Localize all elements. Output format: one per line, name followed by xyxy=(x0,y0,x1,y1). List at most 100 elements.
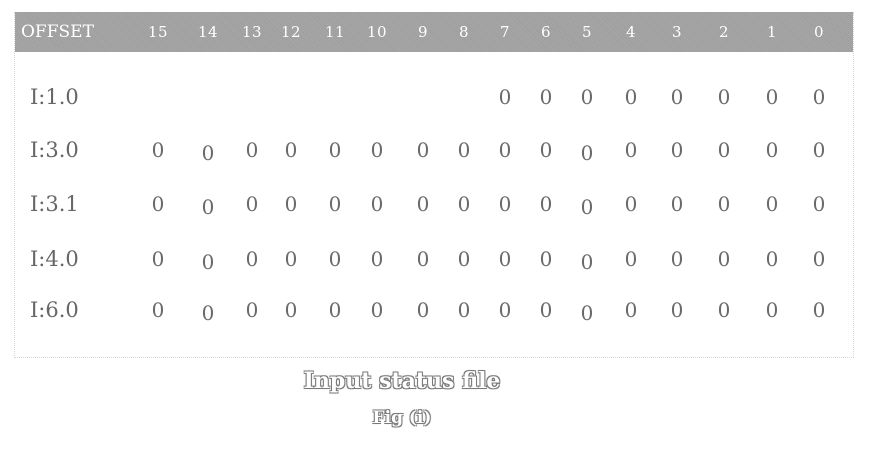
bit-cell: 0 xyxy=(624,247,638,271)
bit-cell: 0 xyxy=(539,138,553,162)
header-bit-13: 13 xyxy=(241,23,263,41)
bit-cell: 0 xyxy=(201,195,215,219)
bit-cell: 0 xyxy=(370,138,384,162)
bit-cell: 0 xyxy=(284,247,298,271)
bit-cell: 0 xyxy=(539,298,553,322)
bit-cell: 0 xyxy=(370,192,384,216)
bit-cell: 0 xyxy=(370,298,384,322)
bit-cell: 0 xyxy=(284,298,298,322)
row-address-label: I:4.0 xyxy=(30,247,79,271)
header-bit-6: 6 xyxy=(540,23,552,41)
bit-cell: 0 xyxy=(812,298,826,322)
status-table: OFFSET 15 14 13 12 11 10 9 8 7 6 5 4 3 2 1 0 I:1.0 0 0 0 0 0 0… xyxy=(14,12,854,358)
table-row: I:4.0 0 0 0 0 0 0 0 0 0 0 0 0 0 0 0 0 xyxy=(15,239,853,279)
bit-cell: 0 xyxy=(812,138,826,162)
table-header: OFFSET 15 14 13 12 11 10 9 8 7 6 5 4 3 2 1 0 xyxy=(15,12,853,52)
bit-cell: 0 xyxy=(812,85,826,109)
bit-cell: 0 xyxy=(580,85,594,109)
bit-cell: 0 xyxy=(580,141,594,165)
row-address-label: I:1.0 xyxy=(30,85,79,109)
header-bit-15: 15 xyxy=(147,23,169,41)
bit-cell: 0 xyxy=(284,138,298,162)
caption-figure: Fig (i) xyxy=(372,408,432,428)
bit-cell: 0 xyxy=(624,298,638,322)
bit-cell: 0 xyxy=(245,138,259,162)
bit-cell: 0 xyxy=(245,298,259,322)
bit-cell: 0 xyxy=(539,192,553,216)
bit-cell: 0 xyxy=(457,247,471,271)
bit-cell: 0 xyxy=(151,247,165,271)
bit-cell: 0 xyxy=(670,85,684,109)
bit-cell: 0 xyxy=(765,247,779,271)
bit-cell: 0 xyxy=(151,138,165,162)
bit-cell: 0 xyxy=(416,298,430,322)
bit-cell: 0 xyxy=(580,250,594,274)
row-address-label: I:3.0 xyxy=(30,138,79,162)
header-bit-5: 5 xyxy=(581,23,593,41)
bit-cell: 0 xyxy=(670,192,684,216)
bit-cell: 0 xyxy=(328,298,342,322)
bit-cell: 0 xyxy=(498,192,512,216)
header-bit-10: 10 xyxy=(366,23,388,41)
header-bit-1: 1 xyxy=(766,23,778,41)
bit-cell: 0 xyxy=(812,247,826,271)
row-address-label: I:6.0 xyxy=(30,298,79,322)
bit-cell: 0 xyxy=(580,301,594,325)
bit-cell: 0 xyxy=(328,247,342,271)
bit-cell: 0 xyxy=(498,298,512,322)
bit-cell: 0 xyxy=(457,192,471,216)
bit-cell: 0 xyxy=(328,192,342,216)
header-bit-9: 9 xyxy=(417,23,429,41)
bit-cell: 0 xyxy=(717,247,731,271)
header-bit-7: 7 xyxy=(499,23,511,41)
header-bit-8: 8 xyxy=(458,23,470,41)
header-offset-label: OFFSET xyxy=(21,22,94,42)
bit-cell: 0 xyxy=(201,141,215,165)
header-bit-2: 2 xyxy=(718,23,730,41)
table-row: I:3.0 0 0 0 0 0 0 0 0 0 0 0 0 0 0 0 0 xyxy=(15,130,853,170)
bit-cell: 0 xyxy=(457,298,471,322)
bit-cell: 0 xyxy=(457,138,471,162)
bit-cell: 0 xyxy=(328,138,342,162)
bit-cell: 0 xyxy=(245,247,259,271)
bit-cell: 0 xyxy=(201,250,215,274)
bit-cell: 0 xyxy=(151,298,165,322)
bit-cell: 0 xyxy=(580,195,594,219)
table-row: I:3.1 0 0 0 0 0 0 0 0 0 0 0 0 0 0 0 0 xyxy=(15,184,853,224)
bit-cell: 0 xyxy=(370,247,384,271)
bit-cell: 0 xyxy=(539,247,553,271)
bit-cell: 0 xyxy=(717,192,731,216)
header-bit-14: 14 xyxy=(197,23,219,41)
bit-cell: 0 xyxy=(765,85,779,109)
bit-cell: 0 xyxy=(284,192,298,216)
bit-cell: 0 xyxy=(498,138,512,162)
bit-cell: 0 xyxy=(670,247,684,271)
header-bit-12: 12 xyxy=(280,23,302,41)
bit-cell: 0 xyxy=(624,192,638,216)
bit-cell: 0 xyxy=(416,138,430,162)
bit-cell: 0 xyxy=(717,298,731,322)
bit-cell: 0 xyxy=(717,138,731,162)
header-bit-3: 3 xyxy=(671,23,683,41)
header-bit-0: 0 xyxy=(813,23,825,41)
bit-cell: 0 xyxy=(416,247,430,271)
bit-cell: 0 xyxy=(624,138,638,162)
bit-cell: 0 xyxy=(151,192,165,216)
bit-cell: 0 xyxy=(416,192,430,216)
header-bit-4: 4 xyxy=(625,23,637,41)
bit-cell: 0 xyxy=(765,192,779,216)
bit-cell: 0 xyxy=(812,192,826,216)
bit-cell: 0 xyxy=(498,85,512,109)
bit-cell: 0 xyxy=(670,298,684,322)
bit-cell: 0 xyxy=(539,85,553,109)
bit-cell: 0 xyxy=(245,192,259,216)
bit-cell: 0 xyxy=(498,247,512,271)
header-bit-11: 11 xyxy=(324,23,346,41)
bit-cell: 0 xyxy=(201,301,215,325)
bit-cell: 0 xyxy=(670,138,684,162)
bit-cell: 0 xyxy=(717,85,731,109)
row-address-label: I:3.1 xyxy=(30,192,79,216)
caption-title: Input status file xyxy=(303,368,501,394)
table-row: I:6.0 0 0 0 0 0 0 0 0 0 0 0 0 0 0 0 0 xyxy=(15,290,853,330)
bit-cell: 0 xyxy=(624,85,638,109)
